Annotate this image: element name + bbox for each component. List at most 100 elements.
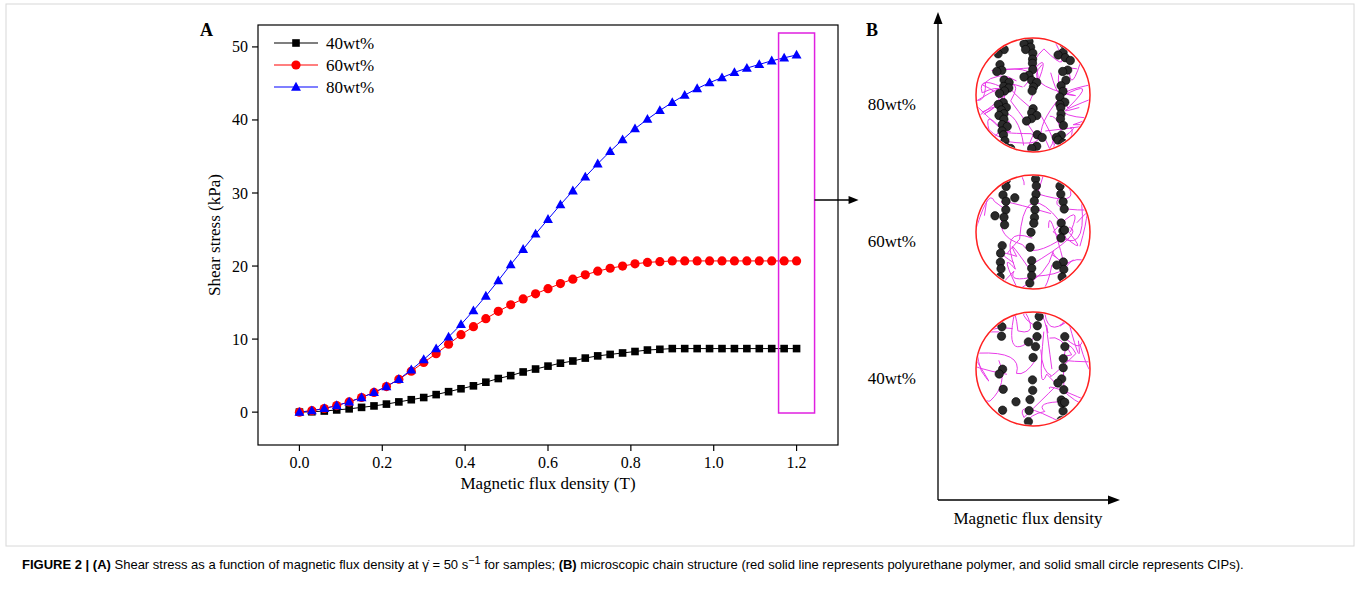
particle: [1030, 219, 1038, 227]
data-point: [295, 408, 304, 417]
polymer-strand: [1034, 163, 1082, 203]
particle: [997, 332, 1005, 340]
canvas: A0.00.20.40.60.81.01.201020304050Magneti…: [0, 0, 1360, 592]
data-point: [320, 404, 329, 413]
caption-text: for samples;: [484, 557, 555, 572]
data-point: [667, 97, 677, 106]
particle: [1059, 407, 1067, 415]
data-point: [444, 332, 454, 341]
polymer-strand: [1041, 68, 1083, 138]
data-point: [407, 396, 415, 404]
particle: [1031, 342, 1039, 350]
polymer-strand: [938, 198, 1005, 257]
data-point: [705, 256, 714, 265]
particle: [1059, 121, 1067, 129]
data-point: [630, 124, 640, 133]
data-point: [394, 375, 403, 384]
particle: [1028, 272, 1036, 280]
x-tick: [713, 445, 714, 451]
data-point: [543, 214, 553, 223]
x-tick-label: 1.0: [704, 454, 724, 471]
y-tick-label: 10: [232, 331, 248, 348]
data-point: [532, 365, 540, 373]
data-point: [456, 330, 465, 339]
data-point: [606, 264, 615, 273]
particle: [997, 265, 1005, 273]
polymer-strand: [1012, 296, 1052, 370]
data-point: [619, 349, 627, 357]
data-point: [383, 400, 391, 408]
data-point: [718, 345, 726, 353]
particle: [1059, 67, 1067, 75]
data-point: [519, 294, 528, 303]
x-tick-label: 1.2: [787, 454, 807, 471]
data-point: [605, 146, 615, 155]
data-point: [743, 345, 751, 353]
data-point: [717, 256, 726, 265]
particle: [1028, 87, 1036, 95]
polymer-strand: [1001, 201, 1066, 250]
schematic-row-label: 40wt%: [868, 369, 916, 388]
particle: [1026, 279, 1034, 287]
data-point: [668, 256, 677, 265]
data-point: [457, 385, 465, 393]
polymer-strand: [992, 62, 1044, 101]
data-point: [717, 72, 727, 81]
particle: [998, 406, 1006, 414]
particle: [1032, 182, 1040, 190]
data-point: [481, 314, 490, 323]
particle: [1012, 398, 1020, 406]
y-tick: [252, 46, 258, 47]
y-tick: [252, 192, 258, 193]
data-point: [357, 392, 367, 401]
data-point: [556, 279, 565, 288]
polymer-strand: [1013, 251, 1064, 304]
data-point: [593, 159, 603, 168]
data-point: [755, 256, 764, 265]
particle: [1024, 338, 1032, 346]
schematic-axis: [938, 499, 1110, 500]
particle: [1026, 243, 1034, 251]
particle: [1054, 379, 1062, 387]
data-point: [768, 345, 776, 353]
y-tick: [252, 412, 258, 413]
schematic-content: [929, 253, 1149, 470]
data-point: [395, 398, 403, 406]
particle: [1066, 56, 1074, 64]
x-tick: [630, 445, 631, 451]
data-point: [332, 400, 342, 409]
x-tick-label: 0.0: [289, 454, 309, 471]
data-point: [557, 359, 565, 367]
polymer-strand: [1009, 84, 1054, 151]
particle: [998, 241, 1006, 249]
data-point: [594, 352, 602, 360]
data-point: [506, 259, 516, 268]
legend: 40wt%60wt%80wt%: [274, 34, 374, 97]
data-point: [655, 105, 665, 114]
data-point: [680, 90, 690, 99]
data-point: [754, 59, 764, 68]
legend-marker: [291, 82, 301, 91]
data-point: [444, 340, 453, 349]
data-point: [692, 83, 702, 92]
caption-text: microscopic chain structure (red solid l…: [580, 557, 1243, 572]
polymer-strand: [918, 89, 1011, 139]
caption-figure: FIGURE 2 |: [22, 557, 89, 572]
schematic-circle: [976, 312, 1090, 426]
particle: [1020, 73, 1028, 81]
particle: [999, 385, 1007, 393]
schematic-circle: [976, 175, 1090, 289]
data-point: [468, 305, 478, 314]
schematic-axis-title: Magnetic flux density: [953, 509, 1103, 528]
data-point: [580, 172, 590, 181]
series-line: [299, 349, 796, 413]
data-point: [569, 357, 577, 365]
particle: [995, 370, 1003, 378]
particle: [1000, 213, 1008, 221]
data-point: [655, 257, 664, 266]
polymer-strand: [1041, 345, 1076, 389]
particle: [1000, 221, 1008, 229]
x-tick: [299, 445, 300, 451]
particle: [1060, 226, 1068, 234]
particle: [1002, 197, 1010, 205]
